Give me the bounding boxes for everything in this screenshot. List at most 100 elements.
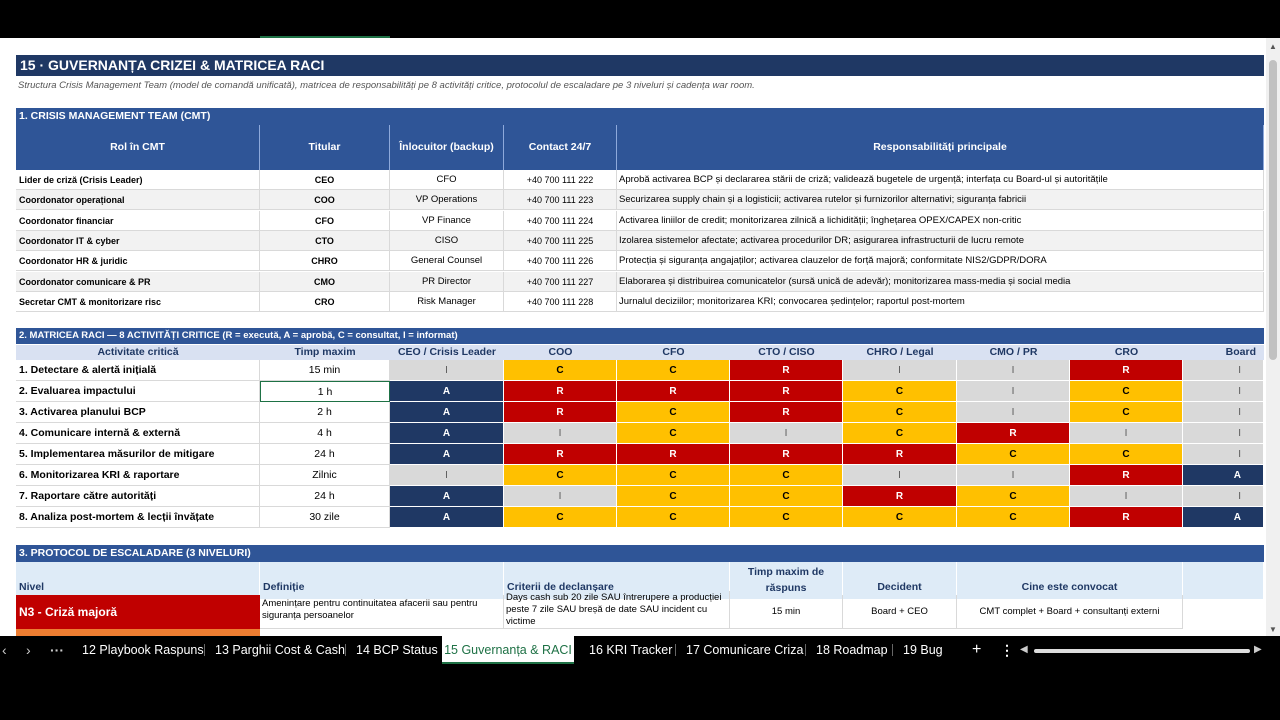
raci-time[interactable]: Zilnic (260, 465, 390, 486)
tab-17-comunicare[interactable]: 17 Comunicare Criza (686, 643, 804, 657)
esc-n3-timp: 15 min (730, 595, 843, 629)
raci-time[interactable]: 2 h (260, 402, 390, 423)
raci-cell-cro: I (1070, 423, 1183, 444)
raci-cell-board: A (1183, 507, 1264, 528)
raci-cell-ceo: A (390, 381, 504, 402)
cmt-cell-backup: General Counsel (390, 251, 504, 272)
cmt-header-rol: Rol în CMT (16, 125, 260, 170)
cmt-cell-rol: Coordonator operațional (16, 190, 260, 211)
cmt-cell-titular: CFO (260, 210, 390, 231)
cmt-cell-contact: +40 700 111 225 (504, 230, 617, 251)
raci-cell-ceo: A (390, 402, 504, 423)
raci-cell-cfo: R (617, 381, 730, 402)
raci-cell-ceo: A (390, 423, 504, 444)
raci-cell-cmo: R (957, 423, 1070, 444)
vertical-scroll-thumb[interactable] (1269, 60, 1277, 360)
scroll-down-icon[interactable]: ▼ (1269, 625, 1277, 634)
cmt-cell-rol: Coordonator HR & juridic (16, 251, 260, 272)
tab-19-bug[interactable]: 19 Bug (903, 643, 943, 657)
raci-time[interactable]: 4 h (260, 423, 390, 444)
cmt-header-contact: Contact 24/7 (504, 125, 617, 170)
scroll-right-icon[interactable]: ▶ (1254, 644, 1262, 655)
raci-activity: 2. Evaluarea impactului (16, 381, 260, 402)
tab-13-parghii[interactable]: 13 Parghii Cost & Cash (215, 643, 345, 657)
cmt-cell-backup: CFO (390, 170, 504, 190)
raci-cell-coo: I (504, 486, 617, 507)
tab-divider (345, 644, 346, 656)
raci-activity: 1. Detectare & alertă inițială (16, 360, 260, 381)
cmt-cell-rol: Lider de criză (Crisis Leader) (16, 170, 260, 190)
raci-time[interactable]: 30 zile (260, 507, 390, 528)
esc-n2-row-partial (16, 629, 260, 636)
raci-cell-cro: R (1070, 507, 1183, 528)
cmt-cell-contact: +40 700 111 224 (504, 210, 617, 231)
raci-cell-cfo: C (617, 360, 730, 381)
raci-time[interactable]: 15 min (260, 360, 390, 381)
raci-cell-cfo: C (617, 465, 730, 486)
raci-header-timp: Timp maxim (260, 345, 390, 360)
page-title: 15 · GUVERNANȚA CRIZEI & MATRICEA RACI (16, 55, 1264, 76)
tab-options-icon[interactable]: ⋮ (1000, 642, 1014, 658)
cmt-cell-contact: +40 700 111 222 (504, 170, 617, 190)
tab-16-kri[interactable]: 16 KRI Tracker (589, 643, 673, 657)
cmt-cell-backup: VP Finance (390, 210, 504, 231)
raci-cell-cmo: C (957, 507, 1070, 528)
tab-14-bcp-status[interactable]: 14 BCP Status (356, 643, 438, 657)
raci-cell-chro: I (843, 465, 957, 486)
esc-header-nivel: Nivel (16, 562, 260, 599)
more-sheets-icon[interactable]: ··· (50, 642, 64, 658)
raci-cell-coo: I (504, 423, 617, 444)
cmt-cell-contact: +40 700 111 223 (504, 190, 617, 211)
raci-time[interactable]: 24 h (260, 486, 390, 507)
raci-cell-cto: R (730, 381, 843, 402)
raci-cell-chro: R (843, 444, 957, 465)
raci-cell-board: I (1183, 423, 1264, 444)
raci-activity: 6. Monitorizarea KRI & raportare (16, 465, 260, 486)
cmt-cell-titular: CMO (260, 271, 390, 292)
raci-cell-cmo: I (957, 360, 1070, 381)
scroll-up-icon[interactable]: ▲ (1269, 42, 1277, 51)
cmt-cell-resp: Izolarea sistemelor afectate; activarea … (617, 230, 1264, 251)
raci-activity: 7. Raportare către autorități (16, 486, 260, 507)
esc-n3-nivel: N3 - Criză majoră (16, 595, 260, 629)
esc-n3-decident: Board + CEO (843, 595, 957, 629)
add-sheet-icon[interactable]: + (972, 641, 982, 658)
esc-header-definitie: Definiție (260, 562, 504, 599)
cmt-cell-rol: Coordonator IT & cyber (16, 230, 260, 251)
spreadsheet-grid[interactable]: 15 · GUVERNANȚA CRIZEI & MATRICEA RACI S… (0, 38, 1280, 636)
esc-header-empty (1183, 562, 1264, 599)
horizontal-scroll-thumb[interactable] (1034, 649, 1250, 653)
tab-12-playbook[interactable]: 12 Playbook Raspuns (82, 643, 204, 657)
esc-n3-criterii: Days cash sub 20 zile SAU întrerupere a … (504, 591, 730, 629)
tab-15-guvernanta-active[interactable]: 15 Guvernanța & RACI (442, 636, 574, 664)
cmt-cell-contact: +40 700 111 226 (504, 251, 617, 272)
raci-cell-cro: R (1070, 465, 1183, 486)
raci-header-coo: COO (504, 345, 617, 360)
cmt-header-backup: Înlocuitor (backup) (390, 125, 504, 170)
raci-activity: 8. Analiza post-mortem & lecții învățate (16, 507, 260, 528)
prev-sheet-icon[interactable]: ‹ (2, 642, 7, 658)
raci-activity: 5. Implementarea măsurilor de mitigare (16, 444, 260, 465)
raci-time-selected-cell[interactable]: 1 h (260, 381, 390, 402)
scroll-left-icon[interactable]: ◀ (1020, 644, 1028, 655)
next-sheet-icon[interactable]: › (26, 642, 31, 658)
raci-cell-ceo: I (390, 360, 504, 381)
raci-cell-coo: R (504, 402, 617, 423)
tab-divider (675, 644, 676, 656)
cmt-cell-backup: VP Operations (390, 190, 504, 211)
section-escalation-title: 3. PROTOCOL DE ESCALADARE (3 NIVELURI) (16, 545, 1264, 562)
raci-cell-cro: C (1070, 402, 1183, 423)
tab-divider (892, 644, 893, 656)
raci-cell-cto: R (730, 402, 843, 423)
raci-time[interactable]: 24 h (260, 444, 390, 465)
cmt-header-responsabilitati: Responsabilități principale (617, 125, 1264, 170)
raci-cell-cto: C (730, 465, 843, 486)
cmt-cell-titular: CHRO (260, 251, 390, 272)
cmt-cell-rol: Coordonator comunicare & PR (16, 271, 260, 292)
tab-18-roadmap[interactable]: 18 Roadmap (816, 643, 888, 657)
cmt-cell-resp: Securizarea supply chain și a logisticii… (617, 190, 1264, 211)
cmt-cell-resp: Aprobă activarea BCP și declararea stări… (617, 170, 1264, 190)
raci-cell-chro: I (843, 360, 957, 381)
raci-header-chro: CHRO / Legal (843, 345, 957, 360)
cmt-cell-titular: CTO (260, 230, 390, 251)
